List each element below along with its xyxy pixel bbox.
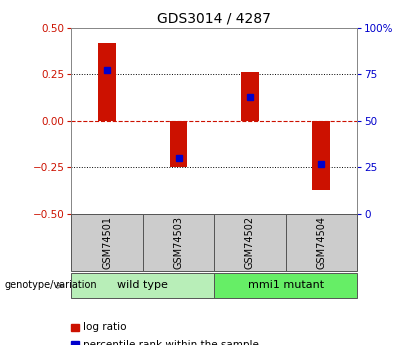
Bar <box>241 72 259 121</box>
Text: genotype/variation: genotype/variation <box>4 280 97 290</box>
Title: GDS3014 / 4287: GDS3014 / 4287 <box>157 11 271 25</box>
Bar <box>170 121 187 167</box>
Text: GSM74504: GSM74504 <box>316 216 326 269</box>
Text: mmi1 mutant: mmi1 mutant <box>247 280 324 290</box>
Text: percentile rank within the sample: percentile rank within the sample <box>83 340 259 345</box>
Bar <box>312 121 330 190</box>
Text: GSM74502: GSM74502 <box>245 216 255 269</box>
Text: GSM74503: GSM74503 <box>173 216 184 269</box>
Bar <box>98 42 116 121</box>
Text: GSM74501: GSM74501 <box>102 216 112 269</box>
Text: log ratio: log ratio <box>83 323 127 332</box>
Text: wild type: wild type <box>117 280 168 290</box>
